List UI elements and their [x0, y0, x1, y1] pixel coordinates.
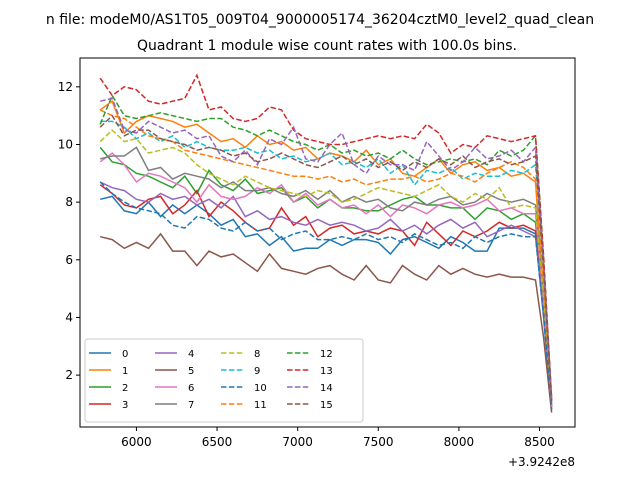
y-axis: 2 4 6 8 10 12: [58, 80, 80, 382]
series-line-13: [99, 73, 553, 399]
legend-frame: [84, 338, 364, 423]
series-line-7: [100, 146, 553, 404]
x-tick-label: 7500: [363, 435, 394, 449]
legend-label-9: 9: [254, 366, 260, 377]
x-tick-label: 6500: [202, 435, 233, 449]
series-line-5: [100, 232, 553, 413]
x-tick-label: 8000: [444, 435, 475, 449]
legend-label-7: 7: [188, 400, 194, 411]
legend-label-5: 5: [188, 366, 194, 377]
legend-label-10: 10: [254, 383, 267, 394]
legend-label-3: 3: [122, 400, 128, 411]
legend-label-4: 4: [188, 349, 194, 360]
series-line-6: [99, 152, 553, 407]
legend-label-13: 13: [320, 366, 333, 377]
x-axis: 6000 6500 7000 7500 8000 8500: [121, 427, 555, 449]
series-line-8: [99, 129, 553, 404]
axes-frame: [79, 57, 576, 428]
legend-label-12: 12: [320, 349, 333, 360]
legend-label-2: 2: [122, 383, 128, 394]
legend-label-1: 1: [122, 366, 128, 377]
x-tick-label: 6000: [121, 435, 152, 449]
figure-suptitle: n file: modeM0/AS1T05_009T04_9000005174_…: [46, 12, 594, 28]
series-line-9: [100, 120, 553, 402]
series-line-11: [99, 109, 553, 402]
legend-label-8: 8: [254, 349, 260, 360]
x-tick-label: 7000: [282, 435, 313, 449]
y-tick-label: 8: [65, 195, 73, 209]
series-line-4: [99, 181, 553, 407]
x-offset-label: +3.9242e8: [508, 455, 575, 469]
y-tick-label: 6: [65, 253, 73, 267]
legend-label-15: 15: [320, 400, 333, 411]
y-tick-label: 2: [65, 368, 73, 382]
chart-title: Quadrant 1 module wise count rates with …: [137, 38, 517, 54]
series-line-15: [99, 114, 553, 402]
series-line-0: [100, 195, 553, 410]
series-line-10: [99, 181, 553, 410]
legend-label-14: 14: [320, 383, 333, 394]
plot-area: [99, 73, 553, 413]
y-tick-label: 12: [58, 80, 73, 94]
y-tick-label: 4: [65, 310, 73, 324]
y-tick-label: 10: [58, 137, 73, 151]
legend-label-0: 0: [122, 349, 128, 360]
series-line-14: [100, 97, 553, 402]
x-tick-label: 8500: [524, 435, 555, 449]
legend-label-11: 11: [254, 400, 267, 411]
legend-label-6: 6: [188, 383, 194, 394]
